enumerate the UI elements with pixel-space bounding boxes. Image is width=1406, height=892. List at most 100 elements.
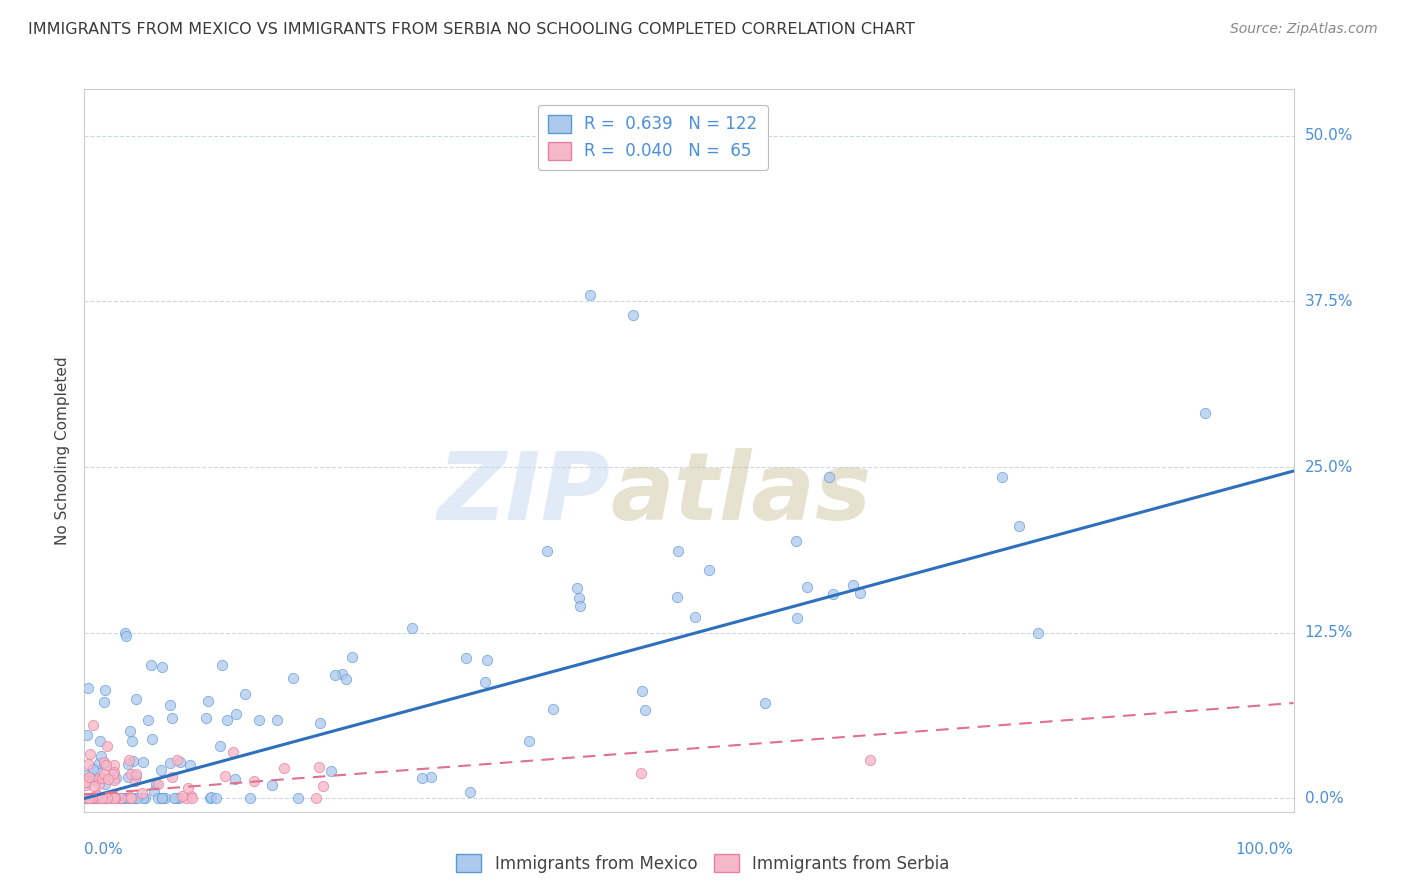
Point (121, 734, 143, 748)
Point (87, 777, 110, 791)
Point (103, 773, 125, 788)
Point (474, 675, 496, 690)
Legend: R =  0.639   N = 122, R =  0.040   N =  65: R = 0.639 N = 122, R = 0.040 N = 65 (537, 104, 768, 170)
Text: atlas: atlas (610, 448, 872, 540)
Point (159, 756, 181, 771)
Point (859, 753, 882, 767)
Point (325, 668, 347, 682)
Point (141, 658, 163, 673)
Point (76, 728, 98, 742)
Point (105, 771, 128, 785)
Point (118, 753, 141, 767)
Point (340, 649, 363, 664)
Point (93, 756, 115, 770)
Point (630, 766, 652, 780)
Point (75, 778, 97, 792)
Point (991, 470, 1014, 484)
Point (1194, 406, 1216, 420)
Point (335, 672, 357, 686)
Text: IMMIGRANTS FROM MEXICO VS IMMIGRANTS FROM SERBIA NO SCHOOLING COMPLETED CORRELAT: IMMIGRANTS FROM MEXICO VS IMMIGRANTS FRO… (28, 22, 915, 37)
Point (89, 734, 111, 748)
Point (103, 791, 125, 805)
Point (86, 788, 108, 802)
Point (305, 791, 328, 805)
Point (319, 764, 342, 778)
Point (75, 775, 97, 789)
Point (233, 687, 256, 701)
Point (83, 779, 105, 793)
Point (76, 772, 98, 787)
Point (225, 706, 247, 721)
Point (93, 695, 115, 709)
Point (120, 791, 142, 805)
Point (120, 789, 142, 804)
Point (243, 774, 266, 789)
Point (97, 791, 120, 805)
Point (149, 764, 172, 778)
Text: 50.0%: 50.0% (1305, 128, 1353, 143)
Point (75, 791, 97, 805)
Point (93, 791, 115, 805)
Point (200, 790, 222, 805)
Point (568, 591, 591, 605)
Point (634, 703, 657, 717)
Point (84, 788, 107, 802)
Point (842, 578, 865, 592)
Point (134, 791, 156, 805)
Point (94, 758, 117, 772)
Point (181, 791, 204, 805)
Point (211, 658, 233, 673)
Point (224, 772, 246, 786)
Point (1026, 625, 1049, 640)
Point (96, 791, 118, 805)
Point (122, 755, 145, 769)
Point (165, 791, 187, 805)
Point (160, 711, 183, 725)
Point (100, 791, 122, 805)
Point (90, 791, 112, 805)
Point (266, 713, 288, 727)
Point (86, 764, 108, 779)
Point (125, 791, 148, 805)
Point (89, 771, 111, 785)
Point (169, 755, 191, 769)
Point (786, 611, 808, 625)
Point (145, 777, 167, 791)
Point (401, 621, 423, 635)
Point (77, 791, 100, 805)
Point (89, 791, 111, 805)
Point (208, 739, 231, 754)
Point (86, 791, 108, 805)
Point (103, 764, 125, 779)
Point (93, 682, 115, 697)
Point (93, 756, 115, 770)
Point (117, 791, 139, 805)
Point (136, 713, 159, 727)
Point (87, 756, 110, 770)
Point (166, 753, 188, 767)
Point (93, 791, 115, 805)
Point (818, 469, 841, 483)
Point (84, 791, 107, 805)
Point (79, 791, 101, 805)
Text: 100.0%: 100.0% (1236, 842, 1294, 857)
Point (77, 770, 100, 784)
Point (204, 791, 226, 805)
Point (141, 732, 163, 747)
Point (153, 791, 176, 805)
Point (79, 747, 101, 761)
Point (247, 713, 270, 727)
Point (754, 696, 776, 710)
Text: 37.5%: 37.5% (1305, 293, 1353, 309)
Point (111, 791, 134, 805)
Point (124, 791, 146, 805)
Point (631, 683, 654, 698)
Point (309, 716, 332, 731)
Point (124, 773, 146, 788)
Point (110, 791, 132, 805)
Point (1008, 518, 1031, 533)
Point (75, 791, 97, 805)
Point (159, 698, 181, 713)
Point (84, 791, 107, 805)
Point (169, 791, 191, 805)
